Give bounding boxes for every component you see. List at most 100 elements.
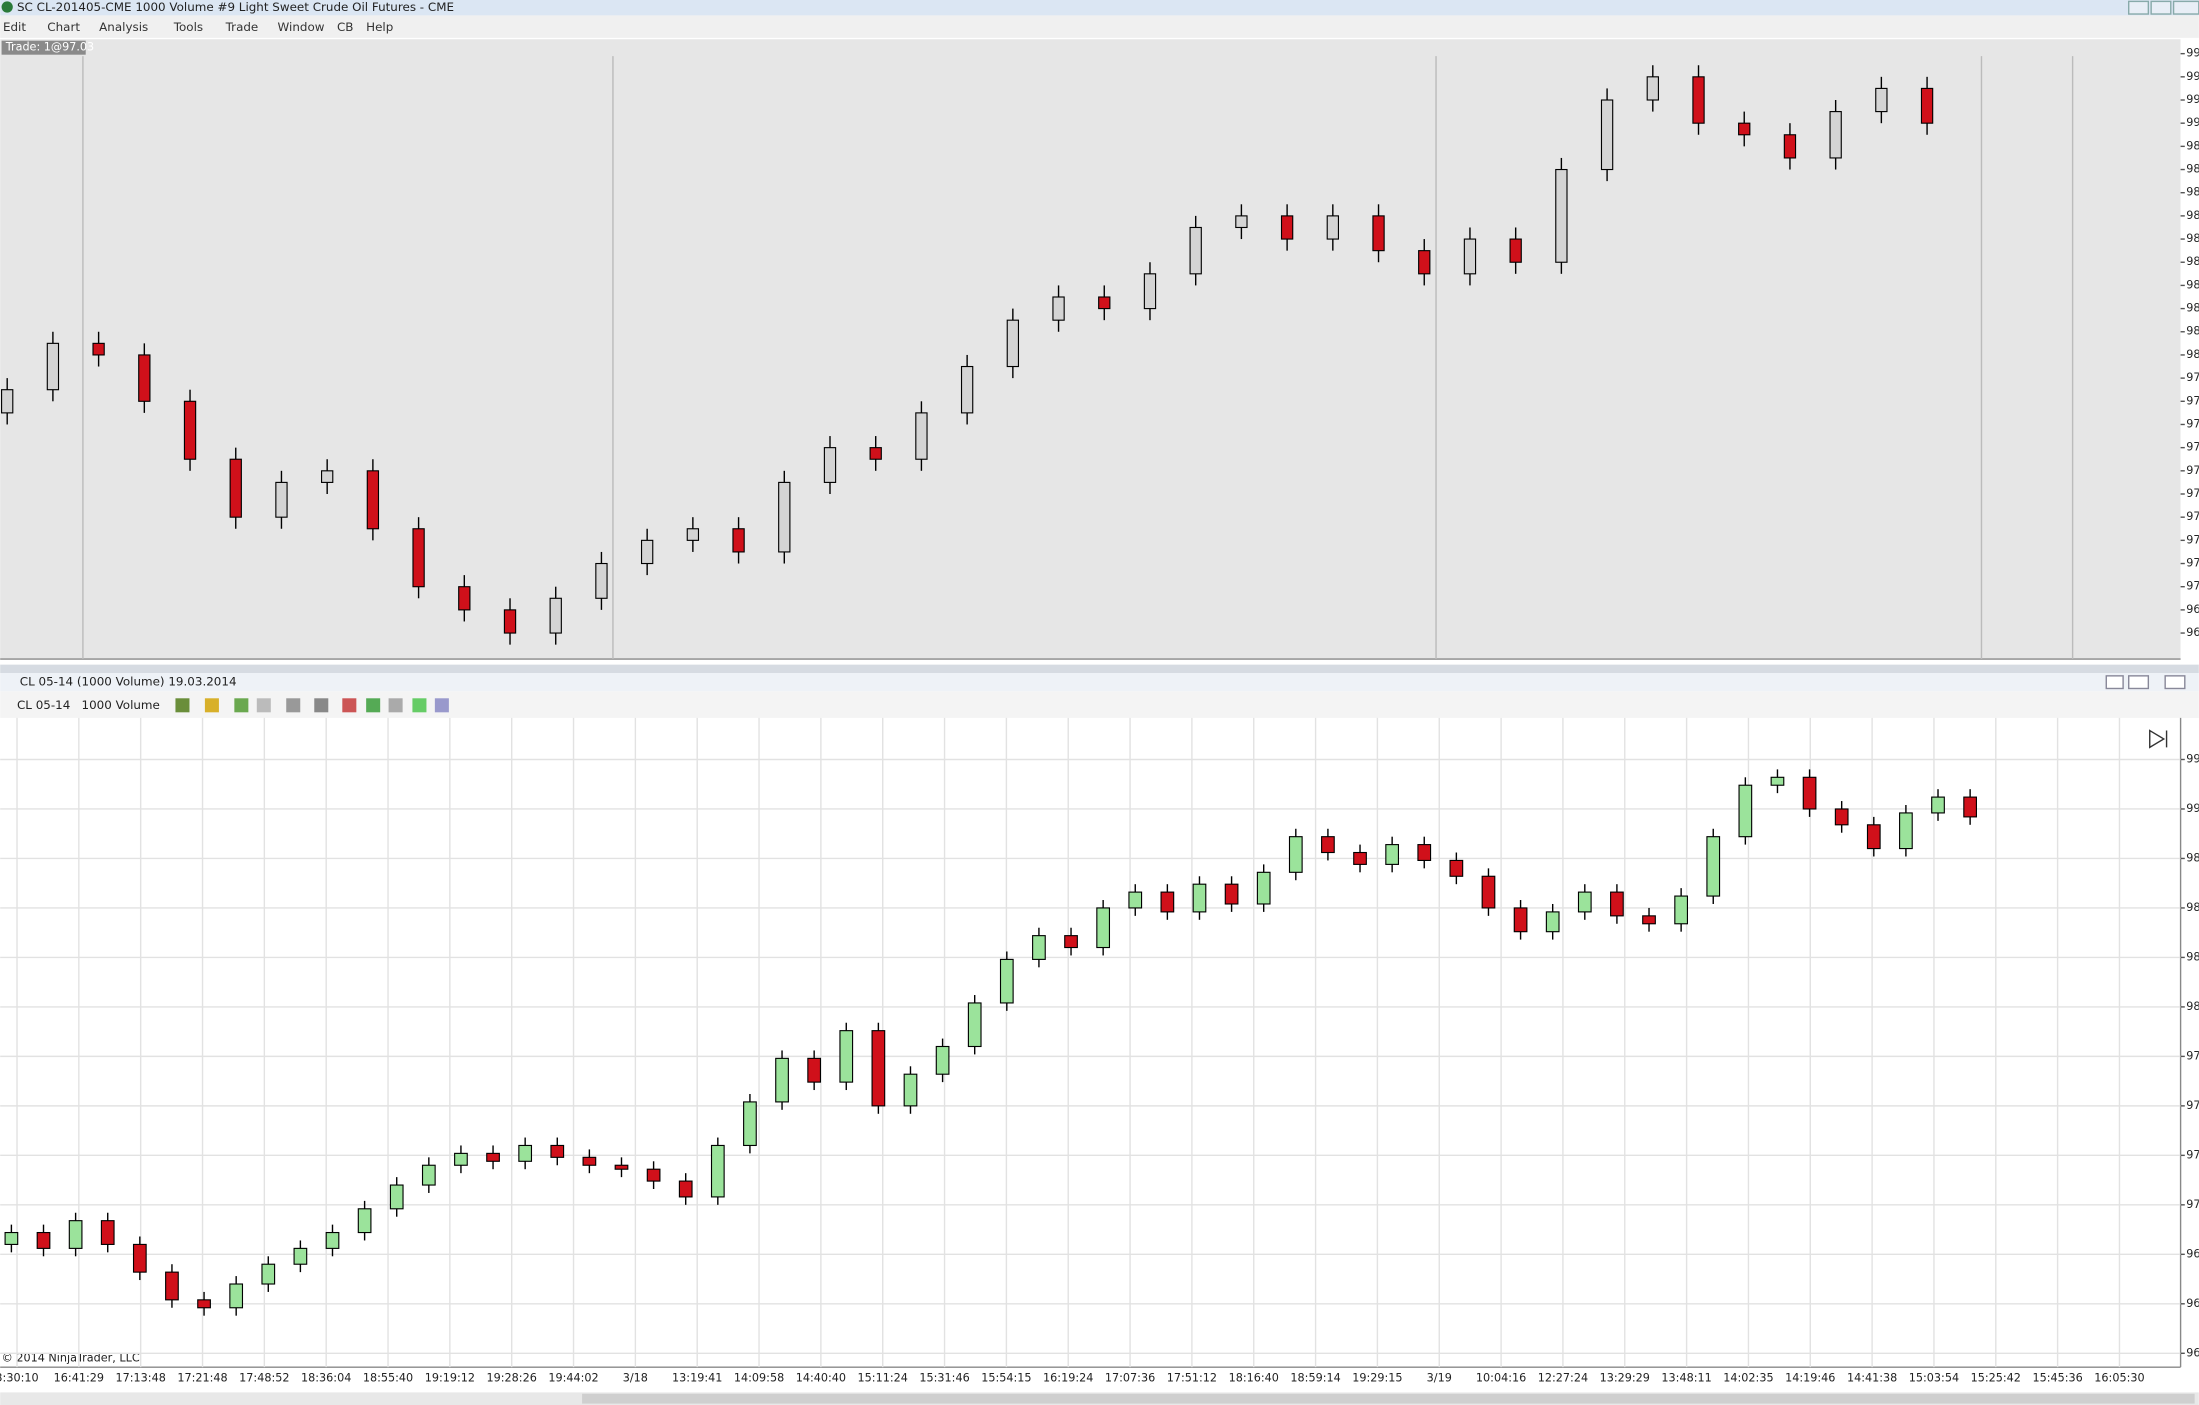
candle-body (1738, 122, 1751, 136)
candle-body (1600, 99, 1614, 171)
candle-body (357, 1208, 372, 1234)
candle-body (1509, 238, 1522, 263)
y-tick-label: 97.3 (2186, 510, 2199, 523)
candle-body (1646, 76, 1659, 101)
y-tick-label: 96.75 (2186, 1247, 2199, 1260)
menu-item[interactable]: Chart (47, 20, 80, 34)
y-tick-label: 97.75 (2186, 1049, 2199, 1062)
candle-body (68, 1220, 83, 1249)
x-tick-label: 13:29:29 (1600, 1371, 1650, 1384)
close-button[interactable] (2172, 0, 2199, 15)
candle-body (389, 1184, 404, 1210)
period-selector[interactable]: 1000 Volume (82, 698, 160, 712)
x-tick-label: 14:09:58 (734, 1371, 784, 1384)
x-tick-label: 16:41:29 (54, 1371, 104, 1384)
candle-body (1256, 871, 1271, 905)
splitter[interactable] (0, 664, 2199, 674)
candle-body (1192, 883, 1207, 913)
x-tick-label: 3/18 (623, 1371, 648, 1384)
x-tick-label: 17:51:12 (1167, 1371, 1217, 1384)
y-tick-label: 97.9 (2186, 371, 2199, 384)
menu-item[interactable]: Edit (3, 20, 26, 34)
candle-body (1096, 907, 1111, 949)
candle-body (1353, 851, 1367, 865)
candle-body (1128, 891, 1143, 909)
x-tick-label: 17:07:36 (1105, 1371, 1155, 1384)
maximize-button[interactable] (2150, 0, 2172, 15)
x-tick-label: 13:19:41 (672, 1371, 722, 1384)
y-tick-label: 98.1 (2186, 325, 2199, 338)
y-tick-label: 96.5 (2186, 1297, 2199, 1310)
pane-button[interactable] (2164, 675, 2186, 690)
toolbar-icon[interactable] (342, 698, 357, 713)
candle-body (1098, 296, 1111, 310)
toolbar-icon[interactable] (366, 698, 381, 713)
menu-item[interactable]: Window (278, 20, 325, 34)
y-tick-label: 97.2 (2186, 533, 2199, 546)
candle-body (132, 1243, 147, 1273)
toolbar-icon[interactable] (412, 698, 427, 713)
y-tick-label: 97.8 (2186, 394, 2199, 407)
candle-body (100, 1220, 115, 1245)
toolbar-icon[interactable] (314, 698, 329, 713)
toolbar-icon[interactable] (286, 698, 301, 713)
y-tick-label: 98.5 (2186, 232, 2199, 245)
candle-body (1372, 215, 1385, 252)
x-tick-label: 14:40:40 (796, 1371, 846, 1384)
candle-body (92, 342, 105, 356)
pane-button[interactable] (2105, 675, 2124, 690)
x-tick-label: 15:11:24 (858, 1371, 908, 1384)
x-tick-label: 19:19:12 (425, 1371, 475, 1384)
candle-body (183, 400, 197, 460)
y-tick-label: 98.6 (2186, 209, 2199, 222)
y-tick-label: 97.6 (2186, 441, 2199, 454)
toolbar-icon[interactable] (388, 698, 403, 713)
candle-body (1738, 784, 1753, 838)
x-tick-label: 15:45:36 (2032, 1371, 2082, 1384)
candle-body (229, 1283, 244, 1309)
y-tick-label: 98.9 (2186, 139, 2199, 152)
toolbar-icon[interactable] (256, 698, 271, 713)
menu-item[interactable]: CB (337, 20, 353, 34)
candle-body (1064, 935, 1078, 949)
toolbar-icon[interactable] (204, 698, 219, 713)
y-tick-label: 99.25 (2186, 752, 2199, 765)
y-tick-label: 98 (2186, 1000, 2199, 1013)
candle-body (646, 1168, 661, 1182)
y-tick-label: 97.1 (2186, 557, 2199, 570)
menu-item[interactable]: Help (366, 20, 393, 34)
trade-label-box (1, 40, 86, 55)
top-chart-background (0, 39, 2181, 660)
candle-body (1189, 226, 1202, 275)
y-tick-label: 97.4 (2186, 487, 2199, 500)
x-tick-label: 19:44:02 (548, 1371, 598, 1384)
toolbar-icon[interactable] (434, 698, 449, 713)
toolbar-icon[interactable] (175, 698, 190, 713)
menu-item[interactable]: Tools (173, 20, 203, 34)
x-tick-label: 14:02:35 (1723, 1371, 1773, 1384)
scroll-to-end-button[interactable] (2149, 729, 2168, 749)
toolbar-icon[interactable] (234, 698, 249, 713)
candle-body (1899, 812, 1913, 850)
minimize-button[interactable] (2128, 0, 2150, 15)
x-tick-label: 18:59:14 (1290, 1371, 1340, 1384)
instrument-selector[interactable]: CL 05-14 (17, 698, 70, 712)
menu-item[interactable]: Analysis (99, 20, 148, 34)
candle-body (614, 1164, 629, 1170)
candle-body (1417, 844, 1432, 861)
x-tick-label: 16:19:24 (1043, 1371, 1093, 1384)
menu-item[interactable]: Trade (225, 20, 259, 34)
candle-body (778, 481, 791, 553)
candle-body (935, 1045, 950, 1075)
candle-body (775, 1057, 789, 1103)
y-tick-label: 98.2 (2186, 302, 2199, 315)
x-tick-label: 12:27:24 (1538, 1371, 1588, 1384)
candle-body (518, 1144, 533, 1162)
y-tick-label: 96.25 (2186, 1346, 2199, 1359)
pane-button[interactable] (2128, 675, 2150, 690)
pane-title: CL 05-14 (1000 Volume) 19.03.2014 (20, 675, 237, 689)
candle-body (678, 1180, 693, 1198)
scrollbar-thumb[interactable] (582, 1393, 2195, 1404)
